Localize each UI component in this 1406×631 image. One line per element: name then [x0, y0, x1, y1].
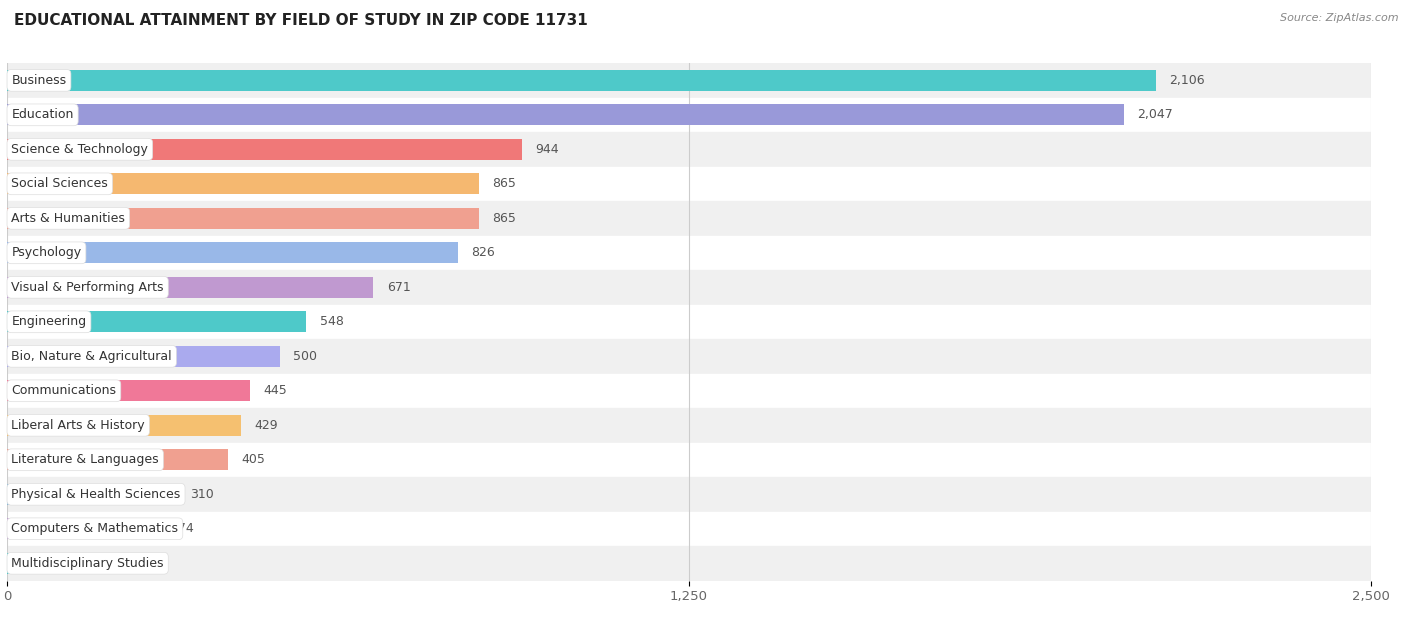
Text: 500: 500 [294, 350, 318, 363]
Bar [7, 442, 1371, 477]
Bar [7, 415, 240, 435]
Text: 2,047: 2,047 [1137, 109, 1173, 121]
Bar [7, 98, 1371, 132]
Bar [7, 519, 156, 539]
Bar [7, 174, 479, 194]
Bar [7, 277, 373, 298]
Bar [7, 235, 1371, 270]
Text: 429: 429 [254, 419, 278, 432]
Text: Communications: Communications [11, 384, 117, 398]
Text: 310: 310 [190, 488, 214, 501]
Text: Psychology: Psychology [11, 246, 82, 259]
Text: 826: 826 [471, 246, 495, 259]
Text: Education: Education [11, 109, 73, 121]
Text: EDUCATIONAL ATTAINMENT BY FIELD OF STUDY IN ZIP CODE 11731: EDUCATIONAL ATTAINMENT BY FIELD OF STUDY… [14, 13, 588, 28]
Bar [7, 105, 1123, 125]
Text: 2,106: 2,106 [1170, 74, 1205, 87]
Bar [7, 449, 228, 470]
Text: Literature & Languages: Literature & Languages [11, 453, 159, 466]
Bar [7, 201, 1371, 235]
Bar [7, 346, 280, 367]
Text: 405: 405 [242, 453, 266, 466]
Text: Multidisciplinary Studies: Multidisciplinary Studies [11, 557, 165, 570]
Text: Source: ZipAtlas.com: Source: ZipAtlas.com [1281, 13, 1399, 23]
Text: 865: 865 [492, 212, 516, 225]
Text: 865: 865 [492, 177, 516, 191]
Bar [7, 242, 457, 263]
Bar [7, 512, 1371, 546]
Bar [7, 339, 1371, 374]
Text: 548: 548 [319, 316, 343, 328]
Text: Science & Technology: Science & Technology [11, 143, 148, 156]
Text: Engineering: Engineering [11, 316, 87, 328]
Bar [7, 70, 1156, 91]
Text: 445: 445 [263, 384, 287, 398]
Text: Computers & Mathematics: Computers & Mathematics [11, 522, 179, 535]
Bar [7, 380, 250, 401]
Bar [7, 477, 1371, 512]
Bar [7, 167, 1371, 201]
Bar [7, 139, 522, 160]
Bar [7, 208, 479, 228]
Bar [7, 312, 307, 332]
Bar [7, 132, 1371, 167]
Text: 944: 944 [536, 143, 560, 156]
Text: 274: 274 [170, 522, 194, 535]
Bar [7, 484, 176, 505]
Text: 671: 671 [387, 281, 411, 294]
Text: Visual & Performing Arts: Visual & Performing Arts [11, 281, 165, 294]
Bar [7, 374, 1371, 408]
Text: Social Sciences: Social Sciences [11, 177, 108, 191]
Text: Physical & Health Sciences: Physical & Health Sciences [11, 488, 180, 501]
Bar [7, 408, 1371, 442]
Bar [7, 63, 1371, 98]
Bar [7, 553, 37, 574]
Bar [7, 546, 1371, 581]
Text: Arts & Humanities: Arts & Humanities [11, 212, 125, 225]
Bar [7, 305, 1371, 339]
Text: Business: Business [11, 74, 66, 87]
Text: Bio, Nature & Agricultural: Bio, Nature & Agricultural [11, 350, 172, 363]
Text: Liberal Arts & History: Liberal Arts & History [11, 419, 145, 432]
Text: 54: 54 [51, 557, 66, 570]
Bar [7, 270, 1371, 305]
